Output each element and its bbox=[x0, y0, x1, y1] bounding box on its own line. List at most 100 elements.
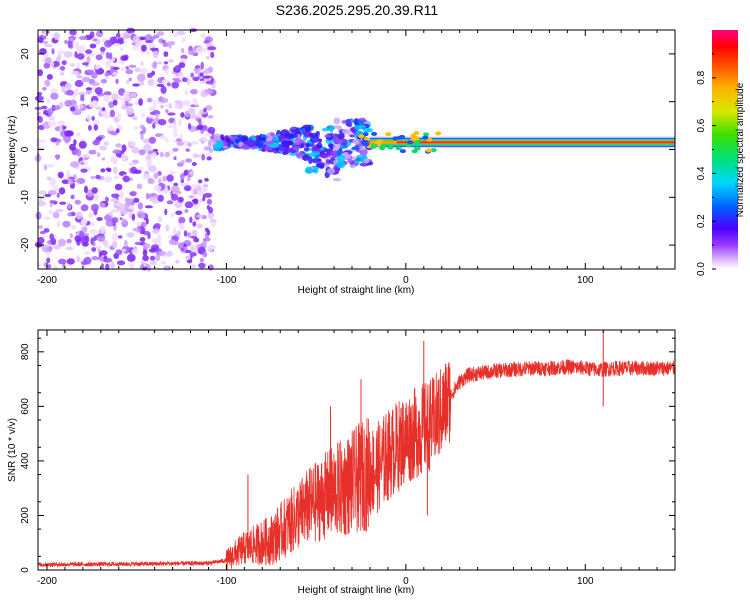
spectrogram-noise-blob bbox=[192, 204, 199, 209]
spectrogram-noise-blob bbox=[164, 104, 173, 108]
spectrogram-noise-blob bbox=[104, 196, 109, 203]
spectrogram-scatter-blob bbox=[257, 137, 268, 142]
spectrogram-noise-blob bbox=[37, 69, 43, 77]
spectrogram-noise-blob bbox=[158, 178, 162, 184]
spectrogram-noise-blob bbox=[143, 144, 152, 152]
spectrogram-noise-blob bbox=[190, 245, 194, 253]
spectrogram-noise-blob bbox=[105, 60, 112, 68]
spectrogram-noise-blob bbox=[46, 163, 55, 168]
spectrogram-noise-blob bbox=[153, 223, 161, 229]
spectrogram-noise-blob bbox=[103, 94, 111, 103]
spectrogram-noise-blob bbox=[67, 179, 74, 185]
spectrogram-noise-blob bbox=[66, 89, 74, 96]
spectrogram-noise-blob bbox=[184, 209, 189, 213]
spectrogram-noise-blob bbox=[91, 256, 99, 261]
spectrogram-noise-blob bbox=[125, 103, 133, 107]
spectrogram-noise-blob bbox=[142, 138, 151, 144]
spectrogram-x-axis-label: Height of straight line (km) bbox=[298, 285, 415, 296]
spectrogram-noise-blob bbox=[108, 126, 115, 132]
spectrogram-noise-blob bbox=[138, 149, 146, 156]
spectrogram-noise-blob bbox=[76, 53, 85, 60]
spectrogram-noise-blob bbox=[170, 193, 179, 201]
spectrogram-noise-blob bbox=[152, 34, 160, 39]
spectrogram-scatter-blob bbox=[341, 138, 348, 146]
spectrogram-scatter-blob bbox=[354, 160, 360, 165]
colorbar-tick-label: 0.6 bbox=[696, 118, 707, 132]
spectrogram-noise-blob bbox=[165, 109, 169, 113]
spectrogram-noise-blob bbox=[176, 230, 181, 237]
spectrogram-noise-blob bbox=[201, 153, 206, 161]
spectrogram-noise-blob bbox=[115, 78, 119, 85]
spectrogram-x-tick-label: 0 bbox=[403, 275, 409, 286]
spectrogram-noise-blob bbox=[91, 116, 95, 121]
spectrogram-noise-blob bbox=[92, 241, 96, 247]
spectrogram-noise-blob bbox=[70, 225, 77, 230]
spectrogram-noise-blob bbox=[61, 60, 67, 66]
spectrogram-noise-blob bbox=[203, 146, 212, 151]
spectrogram-noise-blob bbox=[51, 48, 55, 55]
spectrogram-noise-blob bbox=[170, 213, 175, 218]
spectrogram-noise-blob bbox=[139, 81, 145, 86]
spectrogram-noise-blob bbox=[97, 234, 106, 242]
spectrogram-noise-blob bbox=[112, 233, 118, 241]
spectrogram-noise-blob bbox=[132, 35, 140, 44]
spectrogram-noise-blob bbox=[112, 72, 119, 76]
spectrogram-noise-blob bbox=[44, 44, 53, 48]
spectrogram-noise-blob bbox=[42, 29, 47, 37]
spectrogram-noise-blob bbox=[111, 217, 119, 224]
spectrogram-noise-blob bbox=[119, 217, 123, 221]
spectrogram-noise-blob bbox=[133, 169, 142, 174]
colorbar-tick-label: 0.2 bbox=[696, 214, 707, 228]
spectrogram-noise-blob bbox=[63, 51, 73, 58]
spectrogram-noise-blob bbox=[67, 202, 72, 210]
spectrogram-noise-blob bbox=[76, 61, 80, 70]
spectrogram-noise-blob bbox=[91, 82, 101, 86]
spectrogram-noise-blob bbox=[37, 116, 44, 123]
snr-y-tick-label: 400 bbox=[20, 452, 31, 469]
spectrogram-noise-blob bbox=[96, 136, 103, 141]
spectrogram-y-tick-label: 20 bbox=[20, 48, 31, 60]
spectrogram-noise-blob bbox=[80, 168, 88, 173]
spectrogram-noise-blob bbox=[207, 126, 216, 134]
spectrogram-scatter-blob bbox=[284, 132, 292, 139]
spectrogram-noise-blob bbox=[85, 49, 93, 54]
spectrogram-noise-blob bbox=[117, 37, 124, 42]
spectrogram-noise-blob bbox=[147, 72, 153, 78]
spectrogram-noise-blob bbox=[57, 258, 67, 265]
spectrogram-y-tick-label: 10 bbox=[20, 96, 31, 108]
spectrogram-noise-blob bbox=[103, 141, 110, 146]
spectrogram-scatter-blob bbox=[243, 140, 248, 145]
spectrogram-noise-blob bbox=[59, 124, 63, 132]
spectrogram-noise-blob bbox=[129, 191, 137, 196]
spectrogram-scatter-blob bbox=[241, 135, 249, 142]
spectrogram-scatter-blob bbox=[303, 147, 310, 152]
spectrogram-noise-blob bbox=[116, 260, 126, 266]
spectrogram-noise-blob bbox=[110, 261, 115, 269]
spectrogram-noise-blob bbox=[132, 227, 141, 232]
spectrogram-noise-blob bbox=[91, 187, 98, 194]
spectrogram-noise-blob bbox=[183, 230, 188, 237]
spectrogram-noise-blob bbox=[113, 175, 120, 180]
tone-wobble-blob bbox=[430, 148, 437, 153]
spectrogram-noise-blob bbox=[147, 78, 155, 87]
colorbar: 0.0 0.2 0.4 0.6 0.8 Normalized spectral ampl… bbox=[696, 30, 746, 276]
spectrogram-noise-blob bbox=[86, 114, 92, 121]
spectrogram-noise-blob bbox=[49, 178, 57, 186]
colorbar-tick-label: 0.0 bbox=[696, 262, 707, 276]
spectrogram-noise-blob bbox=[153, 184, 162, 191]
spectrogram-noise-blob bbox=[210, 221, 216, 228]
spectrogram-noise-blob bbox=[133, 197, 140, 203]
spectrogram-noise-blob bbox=[43, 216, 51, 220]
spectrogram-noise-blob bbox=[187, 142, 192, 148]
spectrogram-noise-blob bbox=[78, 35, 88, 41]
spectrogram-scatter-blob bbox=[332, 178, 341, 182]
spectrogram-noise-blob bbox=[146, 158, 153, 166]
spectrogram-noise-blob bbox=[74, 79, 84, 88]
spectrogram-scatter-blob bbox=[358, 146, 366, 151]
spectrogram-y-axis-label: Frequency (Hz) bbox=[7, 116, 18, 185]
spectrogram-noise-blob bbox=[99, 202, 106, 208]
spectrogram-x-tick-label: 100 bbox=[577, 275, 594, 286]
spectrogram-noise-blob bbox=[201, 136, 208, 142]
spectrogram-scatter-blob bbox=[304, 167, 314, 174]
spectrogram-scatter-blob bbox=[329, 125, 334, 133]
